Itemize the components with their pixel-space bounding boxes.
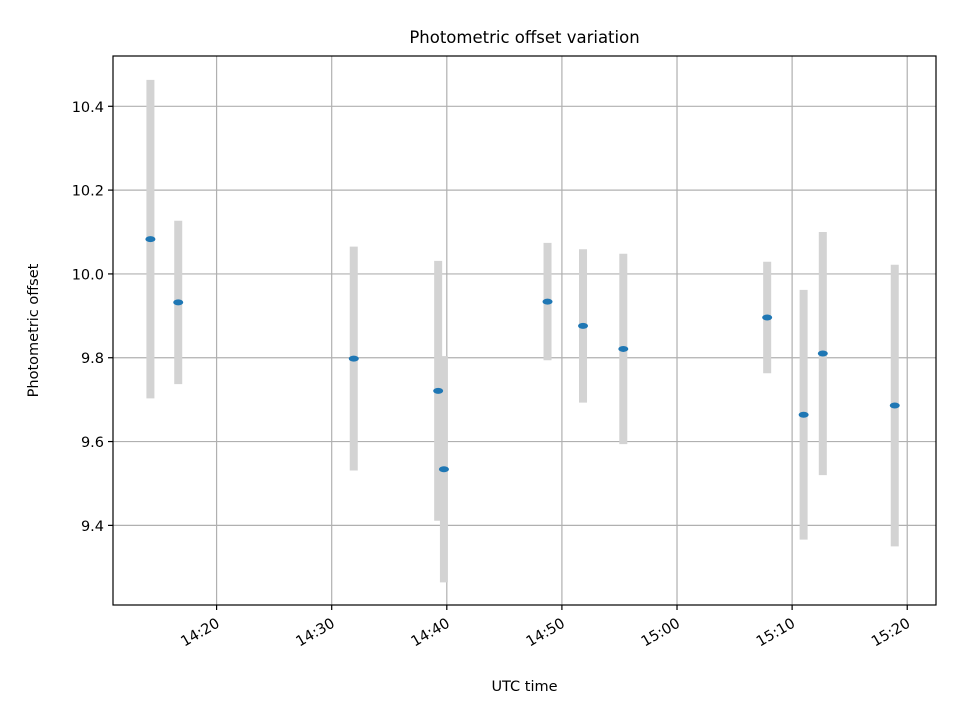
data-point <box>618 345 629 352</box>
y-axis-label: Photometric offset <box>26 263 42 397</box>
y-tick-label: 9.8 <box>81 351 104 367</box>
data-point <box>762 314 773 321</box>
data-point <box>438 466 449 473</box>
x-tick-label: 14:30 <box>294 616 338 651</box>
grid <box>113 56 936 605</box>
data-point <box>433 387 444 394</box>
data-point <box>817 350 828 357</box>
plot-frame <box>112 55 937 606</box>
data-point <box>145 236 156 243</box>
error-bars <box>146 79 899 583</box>
data-points <box>145 236 900 473</box>
data-point <box>889 402 900 409</box>
y-tick-label: 9.6 <box>81 435 104 451</box>
x-tick-label: 14:50 <box>524 616 568 651</box>
x-axis-label: UTC time <box>491 679 557 695</box>
y-tick-label: 10.2 <box>72 184 104 200</box>
x-tick-label: 14:40 <box>409 616 453 651</box>
x-tick-label: 14:20 <box>178 616 222 651</box>
x-tick-label: 15:20 <box>869 616 913 651</box>
y-tick-label: 9.4 <box>81 519 104 535</box>
chart-title: Photometric offset variation <box>409 28 639 47</box>
data-point <box>798 411 809 418</box>
x-tick-label: 15:10 <box>754 616 798 651</box>
y-axis-ticks: 9.4 9.6 9.8 10.0 10.2 10.4 <box>72 100 113 535</box>
data-point <box>348 355 359 362</box>
data-point <box>578 322 589 329</box>
y-tick-label: 10.0 <box>72 267 104 283</box>
x-axis-ticks: 14:20 14:30 14:40 14:50 15:00 15:10 15:20 <box>178 605 913 650</box>
y-tick-label: 10.4 <box>72 100 104 116</box>
x-tick-label: 15:00 <box>639 616 683 651</box>
data-point <box>542 298 553 305</box>
data-point <box>173 299 184 306</box>
